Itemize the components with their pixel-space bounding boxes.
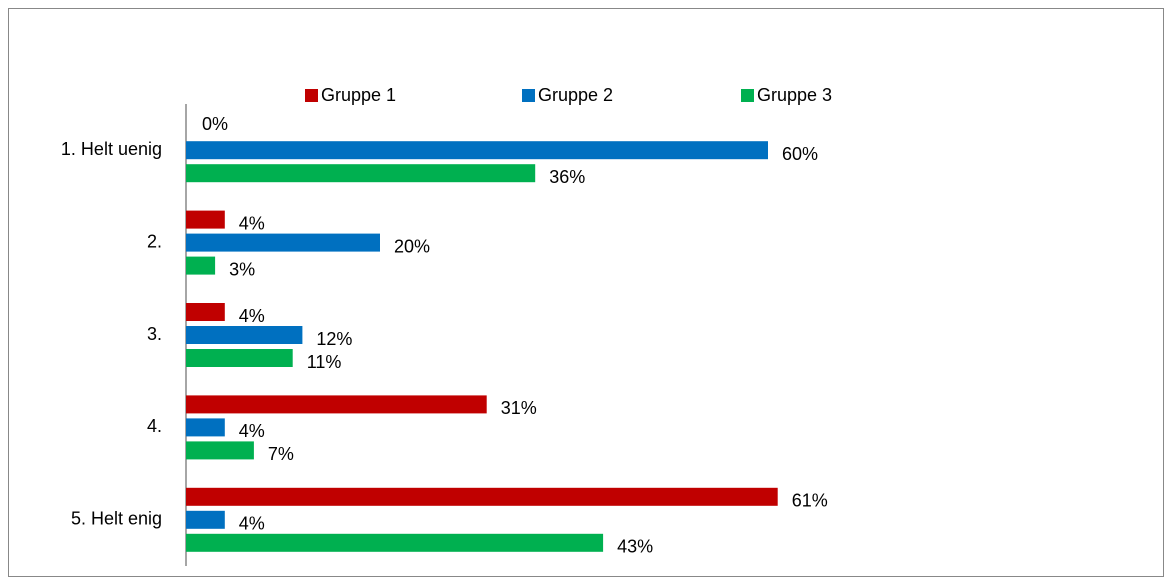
bar	[186, 441, 254, 460]
bar	[186, 533, 604, 552]
y-tick-label: 3.	[147, 324, 162, 344]
bar	[186, 395, 487, 414]
data-label: 11%	[307, 352, 342, 372]
legend-label: Gruppe 2	[538, 85, 613, 105]
data-label: 61%	[792, 491, 828, 511]
data-label: 60%	[782, 144, 818, 164]
bar	[186, 303, 225, 321]
bar	[186, 164, 536, 183]
data-label: 4%	[239, 421, 265, 441]
y-tick-label: 4.	[147, 416, 162, 436]
data-label: 4%	[239, 213, 265, 233]
legend-label: Gruppe 1	[321, 85, 396, 105]
data-label: 7%	[268, 444, 294, 464]
data-label: 0%	[202, 114, 228, 134]
bar	[186, 210, 225, 229]
legend-swatch	[305, 89, 318, 102]
data-label: 36%	[549, 167, 585, 187]
bar	[186, 326, 303, 344]
bar	[186, 256, 216, 275]
legend-swatch	[741, 89, 754, 102]
data-label: 12%	[316, 329, 352, 349]
data-label: 43%	[617, 537, 653, 557]
y-tick-label: 1. Helt uenig	[61, 139, 162, 159]
y-tick-label: 5. Helt enig	[71, 509, 162, 529]
bar	[186, 510, 225, 529]
y-tick-label: 2.	[147, 231, 162, 251]
bar	[186, 487, 778, 506]
legend-label: Gruppe 3	[757, 85, 832, 105]
bar	[186, 233, 380, 252]
legend-swatch	[522, 89, 535, 102]
chart-frame	[8, 8, 1164, 577]
data-label: 3%	[229, 259, 255, 279]
data-label: 4%	[239, 514, 265, 534]
data-label: 4%	[239, 306, 265, 326]
bar	[186, 141, 768, 160]
bar	[186, 418, 225, 437]
bar	[186, 349, 293, 367]
data-label: 31%	[501, 398, 537, 418]
data-label: 20%	[394, 236, 430, 256]
